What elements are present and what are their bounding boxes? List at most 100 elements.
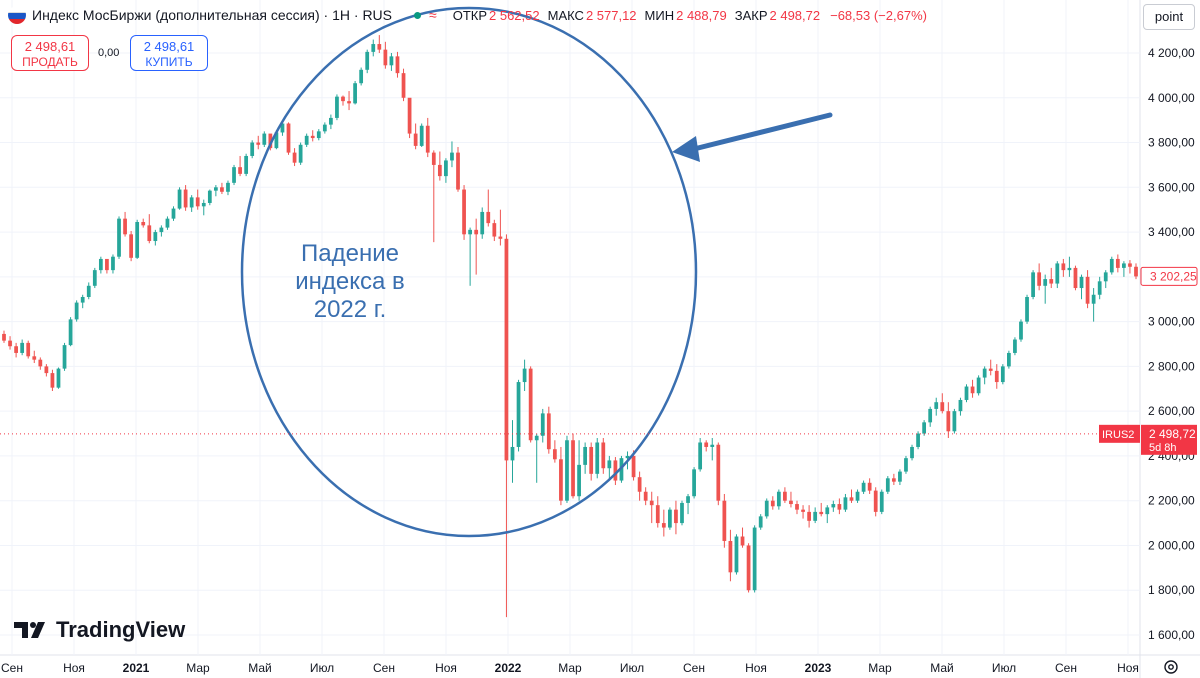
- ohlc-value: −68,53 (−2,67%): [830, 7, 927, 23]
- candle-body: [183, 189, 188, 208]
- candle-body: [280, 123, 285, 133]
- annotation-drawing[interactable]: [240, 6, 833, 538]
- candle-body: [395, 56, 400, 74]
- ohlc-key: ОТКР: [452, 7, 487, 23]
- price-marker-box: [1140, 266, 1198, 286]
- candle-body: [1043, 279, 1048, 286]
- candle-body: [1079, 276, 1084, 289]
- candle-body: [1097, 281, 1102, 295]
- candle-body: [250, 142, 255, 156]
- candle-body: [1007, 352, 1011, 367]
- candle-body: [807, 511, 811, 521]
- candle-body: [444, 160, 448, 177]
- y-tick-label: 3 000,00: [1148, 315, 1195, 329]
- last-price-label: 2 498,72: [1149, 427, 1196, 441]
- candle-body: [661, 523, 666, 528]
- candle-body: [44, 366, 49, 374]
- ohlc-values: ОТКР 2 562,52 МАКС 2 577,12 МИН 2 488,79 ЗАКР 2…: [445, 8, 927, 23]
- candle-body: [728, 540, 733, 573]
- buy-label: КУПИТЬ: [145, 55, 193, 69]
- annotation-arrow[interactable]: [687, 112, 833, 153]
- candle-body: [879, 491, 884, 512]
- candle-body: [819, 511, 824, 515]
- instrument-title[interactable]: Индекс МосБиржи (дополнительная сессия) …: [32, 7, 393, 23]
- candle-body: [256, 142, 261, 145]
- candle-body: [365, 51, 370, 70]
- candle-body: [419, 125, 424, 146]
- candle-body: [583, 446, 588, 465]
- ticker-tag: [1099, 424, 1140, 443]
- candle-body: [377, 44, 382, 50]
- candle-body: [98, 258, 103, 271]
- candle-body: [776, 491, 781, 507]
- candle-body: [238, 167, 242, 174]
- sell-button[interactable]: 2 498,61 ПРОДАТЬ: [11, 35, 89, 71]
- arrow-head-icon: [672, 136, 700, 162]
- buy-button[interactable]: 2 498,61 КУПИТЬ: [130, 35, 208, 71]
- candle-body: [546, 413, 551, 450]
- candle-body: [1134, 266, 1138, 277]
- candle-body: [577, 464, 581, 497]
- price-unit-button[interactable]: point: [1143, 4, 1195, 30]
- candle-body: [698, 442, 703, 470]
- candle-body: [1109, 258, 1114, 273]
- candle-body: [347, 101, 351, 104]
- candle-body: [789, 500, 793, 505]
- candle-body: [1103, 272, 1108, 282]
- candle-body: [105, 258, 109, 271]
- x-tick-label: Сен: [373, 661, 395, 675]
- y-tick-label: 2 200,00: [1148, 494, 1195, 508]
- candle-body: [389, 56, 394, 66]
- candle-body: [1031, 272, 1035, 297]
- candle-body: [50, 373, 55, 388]
- settings-gear-icon[interactable]: [1162, 658, 1180, 676]
- candle-body: [1049, 279, 1054, 284]
- x-tick-label: 2022: [495, 661, 522, 675]
- candle-body: [226, 182, 230, 192]
- ohlc-key: МИН: [644, 7, 675, 23]
- candle-body: [534, 435, 539, 441]
- candle-body: [353, 83, 357, 104]
- candle-body: [976, 377, 981, 394]
- candle-body: [643, 491, 648, 501]
- y-tick-label: 2 600,00: [1148, 404, 1195, 418]
- candle-body: [1019, 321, 1023, 340]
- x-tick-label: Июл: [620, 661, 644, 675]
- candle-body: [910, 446, 914, 459]
- tradingview-logo[interactable]: TradingView: [14, 617, 185, 643]
- candle-body: [86, 285, 91, 297]
- y-tick-label: 1 800,00: [1148, 583, 1195, 597]
- time-axis[interactable]: Сен Ноя 2021 Мар Май Июл Сен Ноя 2022 Мар Июл Сен Но…: [1, 661, 1139, 675]
- y-tick-label: 4 000,00: [1148, 91, 1195, 105]
- x-tick-label: Ноя: [435, 661, 457, 675]
- x-tick-label: Мар: [868, 661, 892, 675]
- candle-body: [952, 411, 957, 432]
- price-axis[interactable]: 1 600,001 800,002 000,002 200,002 400,00…: [1148, 46, 1195, 642]
- candle-body: [431, 152, 436, 165]
- candle-body: [571, 440, 575, 497]
- candle-body: [141, 222, 146, 226]
- candle-body: [565, 440, 569, 501]
- candle-body: [322, 124, 327, 132]
- candle-body: [129, 234, 133, 258]
- candle-body: [607, 460, 612, 469]
- candle-body: [207, 190, 212, 203]
- candle-body: [304, 135, 309, 145]
- candle-body: [26, 342, 31, 357]
- candle-body: [916, 433, 920, 447]
- candle-body: [516, 382, 521, 447]
- annotation-circle[interactable]: [240, 6, 698, 538]
- annotation-text[interactable]: Падение индекса в 2022 г.: [295, 240, 405, 323]
- candle-body: [329, 117, 333, 125]
- candle-body: [486, 211, 491, 224]
- candle-body: [922, 422, 927, 434]
- candle-body: [244, 155, 249, 174]
- candle-body: [1122, 263, 1126, 268]
- candle-body: [504, 238, 509, 461]
- candle-body: [716, 444, 721, 501]
- candle-body: [898, 471, 902, 482]
- candle-body: [274, 132, 279, 149]
- ohlc-value: 2 562,52: [489, 7, 540, 23]
- candle-body: [456, 152, 460, 190]
